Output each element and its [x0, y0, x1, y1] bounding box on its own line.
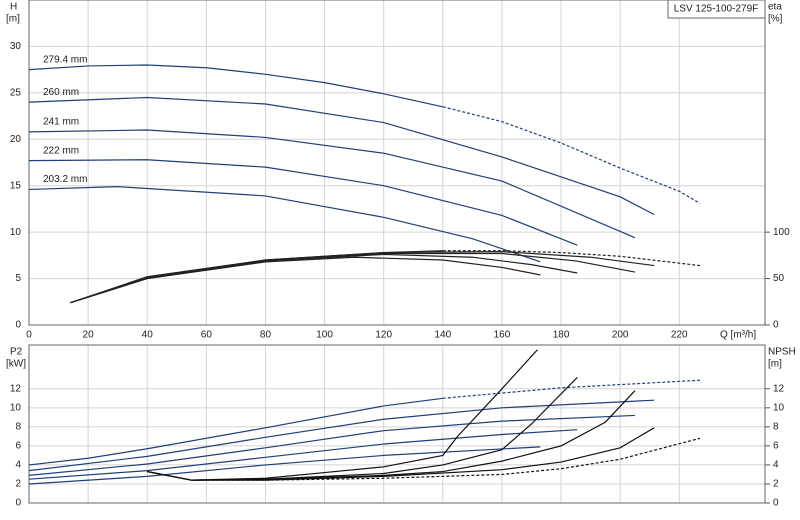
curve-label: 241 mm [43, 116, 79, 127]
y-tick-label: 5 [15, 273, 21, 284]
x-axis-label: Q [m³/h] [720, 330, 756, 341]
curve [28, 429, 578, 480]
y2-axis-unit: [m] [768, 359, 782, 370]
y-tick-label: 10 [10, 227, 22, 238]
curve [442, 106, 701, 204]
curve-label: 260 mm [43, 87, 79, 98]
y2-tick-label: 2 [773, 479, 779, 490]
y-tick-label: 4 [15, 460, 21, 471]
x-tick-label: 160 [494, 330, 511, 341]
y2-tick-label: 0 [773, 320, 779, 331]
y2-tick-label: 10 [773, 402, 785, 413]
y-axis-unit: [kW] [6, 359, 26, 370]
x-tick-label: 60 [201, 330, 213, 341]
x-tick-label: 200 [612, 330, 629, 341]
y2-tick-label: 100 [773, 227, 790, 238]
y-tick-label: 15 [10, 180, 22, 191]
x-tick-label: 140 [434, 330, 451, 341]
title-box [667, 0, 766, 19]
y-tick-label: 20 [10, 134, 22, 145]
x-tick-label: 40 [142, 330, 154, 341]
y2-tick-label: 0 [773, 498, 779, 509]
plot-frame [28, 344, 766, 504]
curve [28, 96, 655, 216]
curve [70, 252, 636, 304]
x-tick-label: 20 [83, 330, 95, 341]
x-tick-label: 120 [375, 330, 392, 341]
x-tick-label: 220 [671, 330, 688, 341]
curve [147, 349, 538, 481]
curve [70, 256, 541, 304]
chart-title: LSV 125-100-279F [674, 4, 759, 15]
y2-axis-unit: [%] [768, 14, 783, 25]
x-tick-label: 80 [260, 330, 272, 341]
x-tick-label: 100 [316, 330, 333, 341]
curve [28, 129, 636, 239]
y-axis-label: P2 [10, 347, 23, 358]
curve [28, 159, 578, 246]
curve [28, 186, 541, 263]
curve [28, 399, 655, 472]
curve [442, 379, 701, 399]
y-tick-label: 6 [15, 441, 21, 452]
y-tick-label: 30 [10, 41, 22, 52]
y-tick-label: 2 [15, 479, 21, 490]
y2-axis-label: NPSH [768, 347, 796, 358]
y2-axis-label: eta [768, 2, 782, 13]
y-tick-label: 10 [10, 402, 22, 413]
curve-label: 222 mm [43, 145, 79, 156]
curve [28, 446, 541, 485]
y-axis-label: H [10, 2, 17, 13]
curve [28, 397, 443, 466]
y-tick-label: 8 [15, 421, 21, 432]
y2-tick-label: 6 [773, 441, 779, 452]
curve-label: 203.2 mm [43, 174, 87, 185]
curve-label: 279.4 mm [43, 54, 87, 65]
y-tick-label: 0 [15, 498, 21, 509]
y2-tick-label: 12 [773, 383, 785, 394]
y2-tick-label: 8 [773, 421, 779, 432]
x-tick-label: 0 [26, 330, 32, 341]
plot-frame [28, 0, 766, 326]
curve [28, 414, 635, 476]
y-tick-label: 0 [15, 320, 21, 331]
y-tick-label: 25 [10, 87, 22, 98]
y-tick-label: 12 [10, 383, 22, 394]
y2-tick-label: 50 [773, 273, 785, 284]
y2-tick-label: 4 [773, 460, 779, 471]
curve [28, 64, 443, 108]
y-axis-unit: [m] [6, 14, 20, 25]
x-tick-label: 180 [553, 330, 570, 341]
